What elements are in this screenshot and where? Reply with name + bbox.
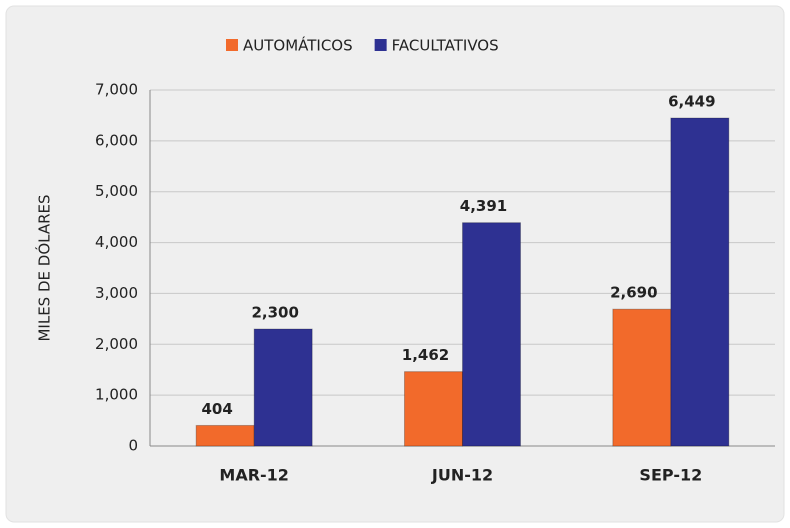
y-tick-label: 7,000 xyxy=(95,81,138,99)
value-label: 404 xyxy=(202,400,233,418)
bar xyxy=(670,117,730,447)
legend-swatch xyxy=(226,39,238,51)
y-tick-label: 0 xyxy=(128,437,138,455)
bar xyxy=(612,308,672,447)
value-label: 2,300 xyxy=(251,304,298,322)
bar xyxy=(253,328,313,447)
bar xyxy=(404,371,463,447)
value-label: 6,449 xyxy=(668,93,715,111)
y-axis-title: MILES DE DÓLARES xyxy=(35,194,54,341)
legend-swatch xyxy=(374,39,387,51)
x-tick-label: MAR-12 xyxy=(219,466,289,485)
y-tick-label: 5,000 xyxy=(95,182,138,200)
value-label: 2,690 xyxy=(610,284,657,302)
legend-label: AUTOMÁTICOS xyxy=(243,36,353,55)
y-tick-label: 3,000 xyxy=(95,284,138,302)
value-label: 1,462 xyxy=(402,346,449,364)
bar xyxy=(195,424,255,447)
y-tick-label: 6,000 xyxy=(95,131,138,149)
legend-label: FACULTATIVOS xyxy=(392,37,499,55)
bar xyxy=(462,222,521,447)
value-label: 4,391 xyxy=(460,197,507,215)
y-tick-label: 4,000 xyxy=(95,233,138,251)
chart-background xyxy=(5,5,785,523)
x-tick-label: JUN-12 xyxy=(431,466,493,485)
x-tick-label: SEP-12 xyxy=(639,466,702,485)
y-tick-label: 2,000 xyxy=(95,335,138,353)
y-tick-label: 1,000 xyxy=(95,386,138,404)
